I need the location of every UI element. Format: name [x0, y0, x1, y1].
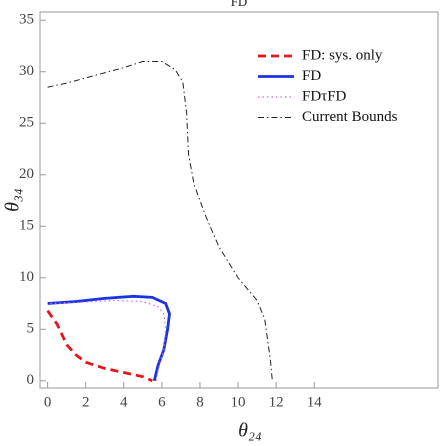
x-axis-label: θ₂₄	[238, 420, 262, 442]
y-axis-label: θ₃₄	[2, 188, 24, 212]
x-tick-label: 2	[82, 394, 90, 410]
x-tick-label: 4	[120, 394, 128, 410]
y-tick-label: 5	[27, 321, 35, 337]
x-tick-label: 8	[196, 394, 204, 410]
chart-title: FD	[231, 0, 248, 9]
y-tick-label: 30	[19, 63, 34, 79]
legend-label: FD	[302, 68, 321, 84]
plot-frame	[39, 11, 439, 389]
series-line	[47, 299, 167, 381]
y-tick-label: 15	[19, 218, 34, 234]
y-tick-label: 25	[19, 115, 34, 131]
x-tick-label: 0	[44, 394, 52, 410]
legend-label: FD: sys. only	[302, 47, 383, 63]
x-tick-label: 14	[307, 394, 323, 410]
y-tick-label: 0	[27, 372, 35, 388]
x-tick-label: 10	[231, 394, 246, 410]
legend-label: FDτFD	[302, 88, 347, 104]
y-tick-label: 35	[19, 12, 34, 28]
series-line	[46, 309, 153, 383]
series-line	[47, 294, 171, 382]
x-tick-label: 6	[158, 394, 166, 410]
legend-label: Current Bounds	[302, 109, 398, 125]
y-tick-label: 10	[19, 269, 34, 285]
x-tick-label: 12	[269, 394, 284, 410]
series-line	[47, 60, 273, 381]
y-tick-label: 20	[19, 166, 34, 182]
